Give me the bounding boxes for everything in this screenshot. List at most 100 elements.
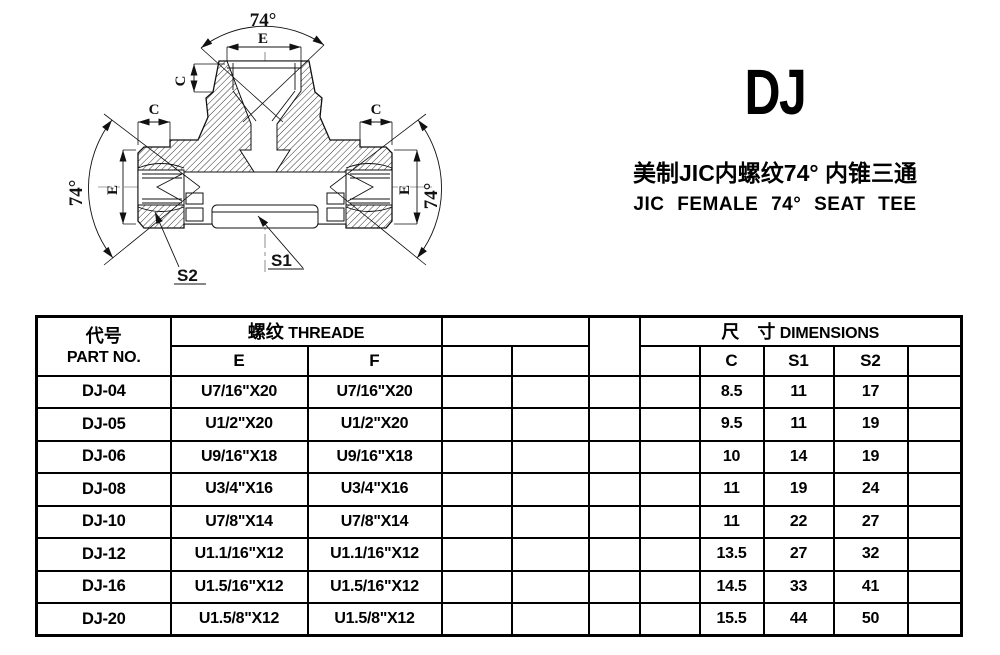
cell-e: U7/8"X14 xyxy=(169,504,309,539)
cell-x3 xyxy=(587,537,641,572)
leader-s2: S2 xyxy=(154,211,206,285)
header-dimensions: 尺 寸 DIMENSIONS xyxy=(638,315,963,347)
leader-s1: S1 xyxy=(257,215,304,270)
cell-x2 xyxy=(510,374,590,409)
cell-x5 xyxy=(906,602,963,637)
cell-c: 11 xyxy=(698,504,765,539)
table-row: DJ-12 U1.1/16"X12 U1.1/16"X12 13.5 27 32 xyxy=(35,537,963,572)
cell-c: 10 xyxy=(698,439,765,474)
cell-f: U3/4"X16 xyxy=(306,472,443,507)
cell-s1: 14 xyxy=(762,439,835,474)
cell-x5 xyxy=(906,407,963,442)
dim-c-right: C xyxy=(359,102,393,145)
cell-s2: 27 xyxy=(832,504,909,539)
dim-angle-top: 74° xyxy=(200,10,325,123)
cell-x3 xyxy=(587,602,641,637)
header-blank-5 xyxy=(638,344,701,377)
title-block: DJ 美制JIC内螺纹74° 内锥三通 JIC FEMALE 74° SEAT … xyxy=(600,60,950,216)
dim-c-top: C xyxy=(173,63,225,93)
cell-x4 xyxy=(638,537,701,572)
cell-c: 13.5 xyxy=(698,537,765,572)
cell-part: DJ-06 xyxy=(35,439,172,474)
cell-s2: 32 xyxy=(832,537,909,572)
cell-f: U7/8"X14 xyxy=(306,504,443,539)
cell-e: U3/4"X16 xyxy=(169,472,309,507)
cell-f: U1.5/16"X12 xyxy=(306,569,443,604)
cell-x4 xyxy=(638,374,701,409)
cell-f: U1/2"X20 xyxy=(306,407,443,442)
product-title-cn: 美制JIC内螺纹74° 内锥三通 xyxy=(633,160,917,186)
header-col-c: C xyxy=(698,344,765,377)
dim-angle-left: 74° xyxy=(66,113,201,266)
series-code: DJ xyxy=(744,56,807,128)
cell-x2 xyxy=(510,537,590,572)
cell-x4 xyxy=(638,407,701,442)
c-right-label: C xyxy=(371,102,382,118)
cell-f: U1.1/16"X12 xyxy=(306,537,443,572)
cell-x1 xyxy=(440,504,513,539)
cell-x3 xyxy=(587,407,641,442)
cell-x2 xyxy=(510,504,590,539)
cell-x4 xyxy=(638,439,701,474)
cell-s1: 27 xyxy=(762,537,835,572)
product-title-en: JIC FEMALE 74° SEAT TEE xyxy=(633,194,917,215)
dim-e-top: E xyxy=(226,31,302,61)
cell-e: U1.1/16"X12 xyxy=(169,537,309,572)
cell-part: DJ-05 xyxy=(35,407,172,442)
e-left-label: E xyxy=(105,185,121,195)
table-row: DJ-20 U1.5/8"X12 U1.5/8"X12 15.5 44 50 xyxy=(35,602,963,637)
cell-s1: 11 xyxy=(762,374,835,409)
cell-x5 xyxy=(906,472,963,507)
cell-x5 xyxy=(906,504,963,539)
dim-e-left: E xyxy=(105,149,136,225)
cell-f: U7/16"X20 xyxy=(306,374,443,409)
e-top-label: E xyxy=(258,31,268,47)
cell-x3 xyxy=(587,569,641,604)
cell-c: 9.5 xyxy=(698,407,765,442)
cell-x5 xyxy=(906,569,963,604)
cell-x4 xyxy=(638,504,701,539)
header-part-no: 代号 PART NO. xyxy=(35,315,172,377)
header-blank-2 xyxy=(587,315,641,377)
cell-s1: 44 xyxy=(762,602,835,637)
cell-s2: 19 xyxy=(832,407,909,442)
cell-x1 xyxy=(440,569,513,604)
table-row: DJ-08 U3/4"X16 U3/4"X16 11 19 24 xyxy=(35,472,963,507)
cell-c: 14.5 xyxy=(698,569,765,604)
e-right-label: E xyxy=(397,185,413,195)
header-col-s2: S2 xyxy=(832,344,909,377)
header-blank-4 xyxy=(510,344,590,377)
cell-x3 xyxy=(587,472,641,507)
cell-c: 15.5 xyxy=(698,602,765,637)
header-col-f: F xyxy=(306,344,443,377)
cell-x5 xyxy=(906,374,963,409)
cell-f: U9/16"X18 xyxy=(306,439,443,474)
table-row: DJ-05 U1/2"X20 U1/2"X20 9.5 11 19 xyxy=(35,407,963,442)
cell-part: DJ-04 xyxy=(35,374,172,409)
table-row: DJ-06 U9/16"X18 U9/16"X18 10 14 19 xyxy=(35,439,963,474)
header-blank-1 xyxy=(440,315,590,347)
header-part-en: PART NO. xyxy=(66,348,141,366)
cell-s1: 19 xyxy=(762,472,835,507)
s1-label: S1 xyxy=(271,251,292,270)
cell-f: U1.5/8"X12 xyxy=(306,602,443,637)
c-top-label: C xyxy=(173,76,189,87)
c-left-label: C xyxy=(149,102,160,118)
dim-c-left: C xyxy=(137,102,171,145)
thread-details xyxy=(137,63,393,213)
cell-x1 xyxy=(440,374,513,409)
table-row: DJ-16 U1.5/16"X12 U1.5/16"X12 14.5 33 41 xyxy=(35,569,963,604)
cell-c: 8.5 xyxy=(698,374,765,409)
cell-x1 xyxy=(440,439,513,474)
cell-x4 xyxy=(638,602,701,637)
cell-part: DJ-10 xyxy=(35,504,172,539)
cell-x2 xyxy=(510,407,590,442)
cell-s2: 41 xyxy=(832,569,909,604)
s2-label: S2 xyxy=(177,266,198,285)
fitting-drawing: 74° E C C C E xyxy=(66,10,442,285)
cell-e: U1.5/8"X12 xyxy=(169,602,309,637)
cell-x5 xyxy=(906,439,963,474)
cell-e: U1/2"X20 xyxy=(169,407,309,442)
cell-part: DJ-16 xyxy=(35,569,172,604)
